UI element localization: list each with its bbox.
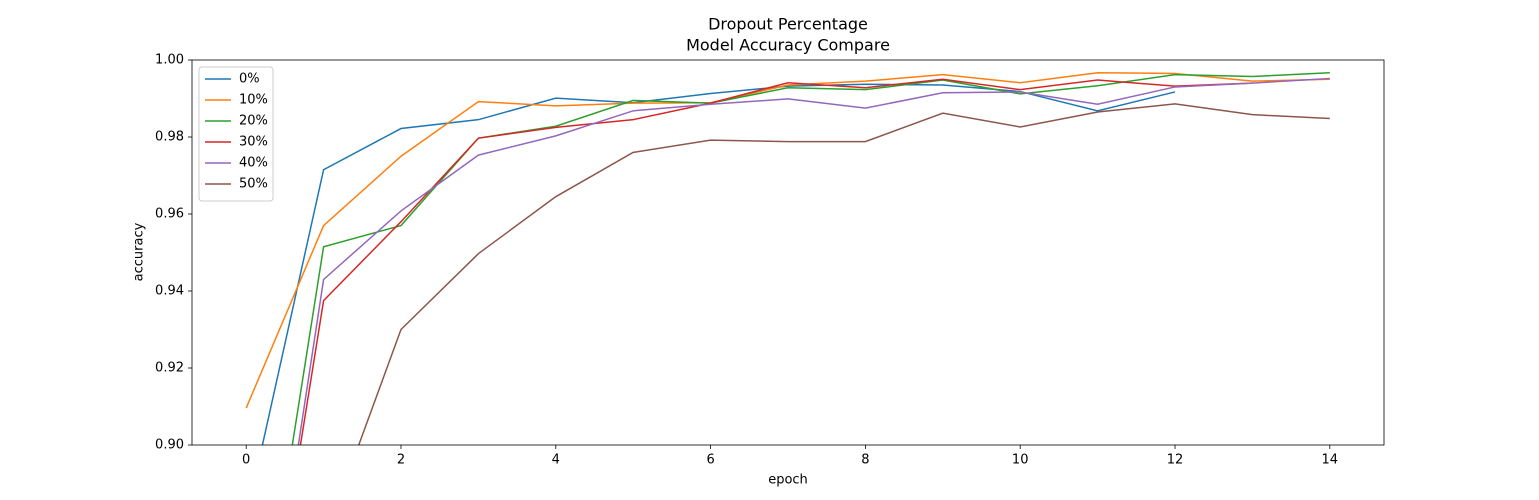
- y-axis-label: accuracy: [132, 222, 147, 281]
- legend-label: 20%: [239, 114, 268, 129]
- legend-label: 40%: [239, 156, 268, 171]
- x-tick-label: 2: [397, 453, 405, 468]
- x-tick-label: 12: [1167, 453, 1184, 468]
- series-line: [297, 77, 1330, 445]
- x-tick-label: 8: [861, 453, 869, 468]
- legend-label: 30%: [239, 135, 268, 150]
- series-line: [261, 83, 1176, 445]
- series-line: [299, 78, 1253, 445]
- x-tick-label: 14: [1322, 453, 1339, 468]
- legend-label: 0%: [239, 72, 260, 87]
- series-line: [291, 71, 1330, 445]
- series-line: [357, 103, 1330, 445]
- y-tick-label: 0.96: [155, 207, 184, 222]
- x-tick-label: 4: [552, 453, 560, 468]
- legend-label: 50%: [239, 177, 268, 192]
- x-tick-label: 6: [706, 453, 714, 468]
- y-tick-label: 1.00: [155, 53, 184, 68]
- y-tick-label: 0.90: [155, 438, 184, 453]
- x-tick-label: 0: [242, 453, 250, 468]
- y-tick-label: 0.98: [155, 130, 184, 145]
- y-tick-label: 0.94: [155, 284, 184, 299]
- plot-frame: [191, 59, 1385, 446]
- chart-title: Dropout Percentage: [708, 15, 868, 34]
- chart-subtitle: Model Accuracy Compare: [686, 36, 890, 55]
- series-line: [245, 71, 1330, 409]
- x-axis-label: epoch: [768, 473, 808, 488]
- y-tick-label: 0.92: [155, 361, 184, 376]
- legend-label: 10%: [239, 93, 268, 108]
- plot-lines: [245, 71, 1330, 445]
- x-tick-label: 10: [1012, 453, 1029, 468]
